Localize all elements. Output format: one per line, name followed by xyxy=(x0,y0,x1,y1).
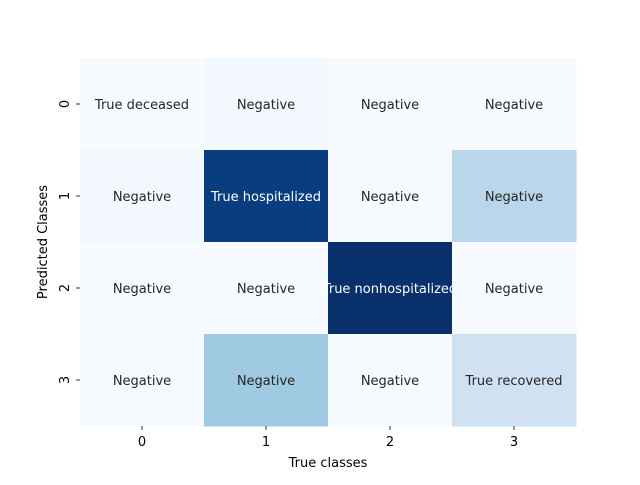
y-tick-label-0: 0 xyxy=(58,100,73,108)
cell-label-0-2: Negative xyxy=(361,98,419,113)
cell-label-3-1: Negative xyxy=(237,374,295,389)
heatmap-cell-2-0 xyxy=(80,242,205,335)
cell-label-0-1: Negative xyxy=(237,98,295,113)
y-axis: 0 1 2 3 xyxy=(58,100,80,384)
x-axis-label: True classes xyxy=(288,456,368,471)
heatmap-cell-3-0 xyxy=(80,334,205,427)
x-tick-label-0: 0 xyxy=(138,435,146,450)
y-tick-label-2: 2 xyxy=(58,284,73,292)
x-axis: 0 1 2 3 xyxy=(138,426,518,450)
cells-layer xyxy=(80,58,577,427)
cell-label-2-3: Negative xyxy=(485,282,543,297)
cell-label-1-3: Negative xyxy=(485,190,543,205)
cell-label-0-0: True deceased xyxy=(94,98,189,113)
y-tick-label-3: 3 xyxy=(58,376,73,384)
cell-label-0-3: Negative xyxy=(485,98,543,113)
heatmap-cell-3-3 xyxy=(452,334,577,427)
heatmap-cell-3-2 xyxy=(328,334,453,427)
cell-label-3-2: Negative xyxy=(361,374,419,389)
x-tick-label-2: 2 xyxy=(386,435,394,450)
heatmap-cell-3-1 xyxy=(204,334,329,427)
y-tick-label-1: 1 xyxy=(58,192,73,200)
cell-labels-layer: True deceased Negative Negative Negative Neg… xyxy=(94,98,563,389)
x-tick-label-3: 3 xyxy=(510,435,518,450)
cell-label-2-1: Negative xyxy=(237,282,295,297)
cell-label-2-0: Negative xyxy=(113,282,171,297)
heatmap-cell-2-2 xyxy=(328,242,453,335)
cell-label-1-0: Negative xyxy=(113,190,171,205)
heatmap-cell-0-3 xyxy=(452,58,577,151)
cell-label-3-3: True recovered xyxy=(465,374,563,389)
heatmap-cell-1-2 xyxy=(328,150,453,243)
heatmap-cell-0-2 xyxy=(328,58,453,151)
heatmap-cell-1-1 xyxy=(204,150,329,243)
heatmap-cell-0-0 xyxy=(80,58,205,151)
heatmap-cell-1-0 xyxy=(80,150,205,243)
heatmap-cell-0-1 xyxy=(204,58,329,151)
cell-label-1-2: Negative xyxy=(361,190,419,205)
heatmap-cell-2-3 xyxy=(452,242,577,335)
cell-label-1-1: True hospitalized xyxy=(210,190,321,205)
cell-label-2-2: True nonhospitalized xyxy=(322,282,457,297)
x-tick-label-1: 1 xyxy=(262,435,270,450)
heatmap-cell-2-1 xyxy=(204,242,329,335)
cell-label-3-0: Negative xyxy=(113,374,171,389)
heatmap-cell-1-3 xyxy=(452,150,577,243)
y-axis-label: Predicted Classes xyxy=(36,185,51,299)
